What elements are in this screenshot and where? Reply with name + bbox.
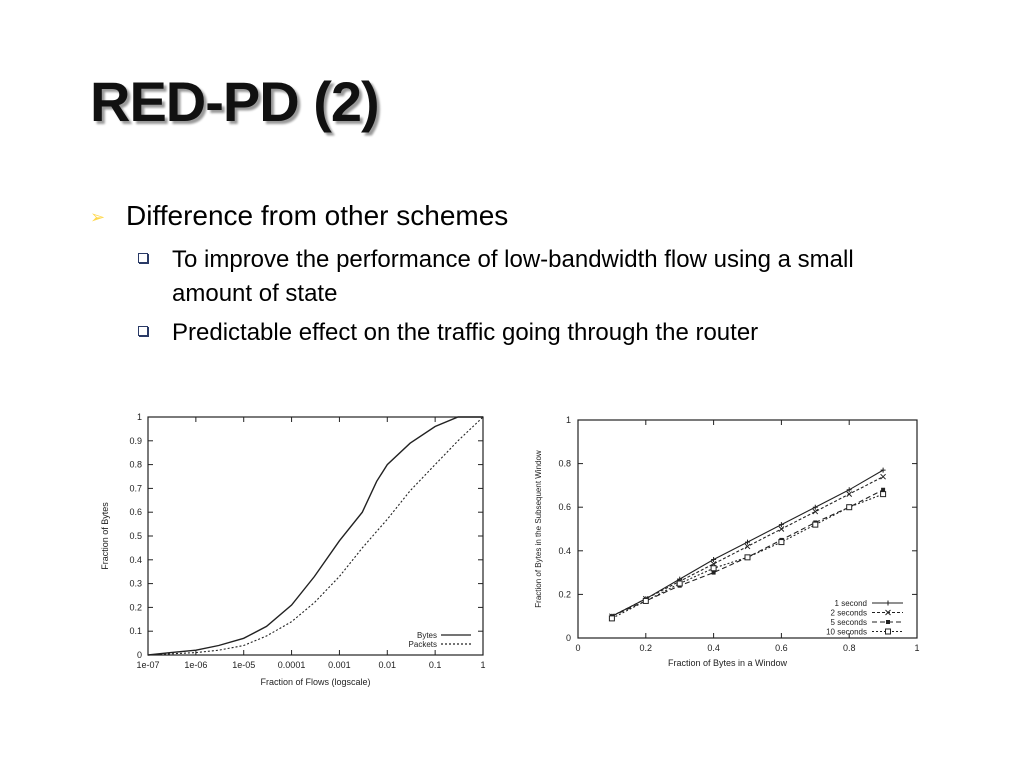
y-axis-label: Fraction of Bytes — [100, 502, 110, 570]
y-tick-label: 1 — [566, 415, 571, 425]
sub-bullet-item: Predictable effect on the traffic going … — [138, 316, 918, 350]
legend-marker — [886, 620, 890, 624]
y-tick-label: 0.4 — [129, 555, 142, 565]
data-point — [778, 539, 785, 546]
x-tick-label: 1 — [914, 643, 919, 653]
data-point — [608, 615, 615, 622]
y-tick-label: 0.6 — [129, 507, 142, 517]
sub-bullet-item: To improve the performance of low-bandwi… — [138, 243, 918, 311]
series-line-packets — [147, 416, 484, 656]
legend-label: 2 seconds — [831, 609, 867, 618]
bullet-item: ➢ Difference from other schemes — [90, 200, 910, 232]
x-tick-label: 0.2 — [640, 643, 653, 653]
data-point — [642, 597, 649, 604]
sub-bullet-text: Predictable effect on the traffic going … — [172, 319, 759, 346]
x-axis-label: Fraction of Flows (logscale) — [260, 677, 370, 687]
legend-marker — [885, 600, 891, 606]
square-bullet-icon — [138, 243, 172, 311]
x-tick-label: 1 — [480, 660, 485, 670]
y-tick-label: 0.3 — [129, 579, 142, 589]
data-point — [711, 557, 717, 563]
x-tick-label: 0.1 — [429, 660, 442, 670]
data-point — [778, 522, 784, 528]
x-tick-label: 0.4 — [707, 643, 720, 653]
y-tick-label: 0.2 — [129, 602, 142, 612]
x-tick-label: 0.8 — [843, 643, 856, 653]
y-tick-label: 0 — [566, 633, 571, 643]
y-tick-label: 0.8 — [558, 459, 571, 469]
arrow-bullet-icon: ➢ — [90, 207, 106, 227]
slide-title: RED-PD (2) — [90, 70, 380, 133]
legend-label: 1 second — [835, 599, 867, 608]
bullet-list: ➢ Difference from other schemes — [90, 200, 910, 232]
data-point — [812, 508, 819, 515]
data-point — [744, 554, 751, 561]
x-tick-label: 0.01 — [379, 660, 397, 670]
x-tick-label: 0.0001 — [278, 660, 306, 670]
y-tick-label: 0.8 — [129, 460, 142, 470]
legend-label: 5 seconds — [831, 618, 867, 627]
data-point — [744, 543, 751, 550]
y-tick-label: 1 — [137, 412, 142, 422]
plot-frame — [147, 416, 484, 656]
x-tick-label: 1e-06 — [184, 660, 207, 670]
data-point — [812, 521, 819, 528]
y-tick-label: 0.7 — [129, 483, 142, 493]
y-axis-label: Fraction of Bytes in the Subsequent Wind… — [534, 450, 543, 608]
x-tick-label: 0.6 — [775, 643, 788, 653]
x-tick-label: 0.001 — [328, 660, 351, 670]
y-tick-label: 0.4 — [558, 546, 571, 556]
y-tick-label: 0.5 — [129, 531, 142, 541]
legend-label: Bytes — [417, 631, 437, 640]
x-axis-label: Fraction of Bytes in a Window — [668, 658, 788, 668]
legend-label: Packets — [409, 640, 437, 649]
y-tick-label: 0.2 — [558, 589, 571, 599]
data-point — [778, 526, 785, 532]
window-correlation-chart: 0 0.2 0.4 0.6 0.8 1 0 0.2 0.4 0.6 0.8 1 Fraction of … — [534, 415, 920, 668]
data-point — [676, 580, 683, 587]
data-point — [812, 504, 818, 510]
series-line-bytes — [147, 416, 483, 656]
data-point — [710, 565, 717, 572]
data-point — [846, 504, 853, 511]
data-point — [880, 491, 887, 498]
data-point — [881, 487, 886, 492]
y-tick-label: 0.1 — [129, 626, 142, 636]
x-tick-label: 0 — [575, 643, 580, 653]
data-point — [745, 539, 750, 545]
square-bullet-icon — [138, 316, 172, 350]
legend-marker — [885, 628, 891, 635]
data-point — [880, 467, 886, 473]
legend-marker — [885, 609, 891, 616]
cdf-chart: 0 0.1 0.2 0.3 0.4 0.5 0.6 0.7 0.8 0.9 1 1e-07 1e-06 1… — [100, 412, 486, 687]
y-tick-label: 0 — [137, 650, 142, 660]
data-point — [846, 491, 853, 497]
x-tick-label: 1e-07 — [136, 660, 159, 670]
y-tick-label: 0.6 — [558, 502, 571, 512]
bullet-text: Difference from other schemes — [126, 200, 509, 231]
plot-frame — [577, 419, 918, 639]
x-tick-label: 1e-05 — [232, 660, 255, 670]
data-point — [846, 487, 852, 493]
y-tick-label: 0.9 — [129, 436, 142, 446]
sub-bullet-text: To improve the performance of low-bandwi… — [172, 246, 854, 307]
legend-label: 10 seconds — [826, 628, 867, 637]
data-point — [711, 570, 716, 575]
data-point — [880, 473, 886, 480]
